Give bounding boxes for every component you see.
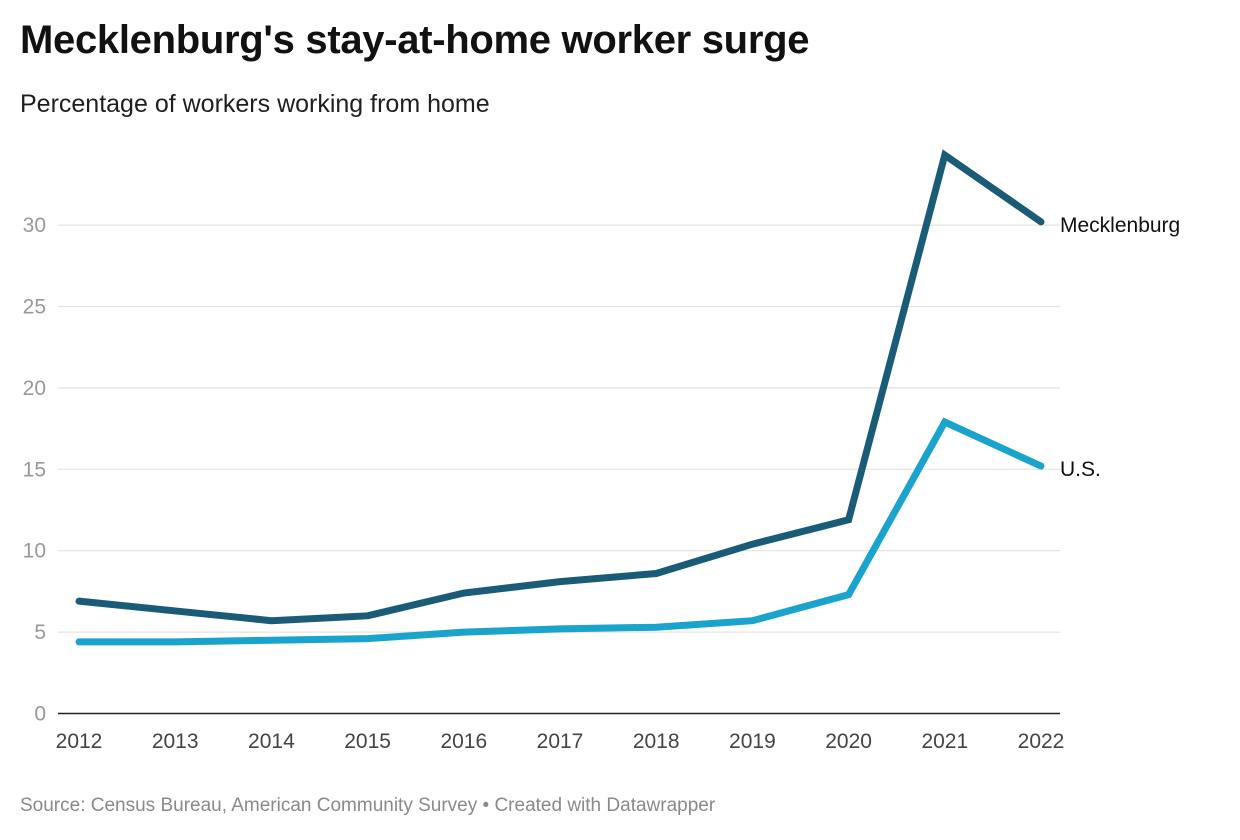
x-tick-label: 2016 — [440, 730, 487, 753]
series-labels: Mecklenburg U.S. — [1060, 214, 1180, 481]
x-tick-label: 2021 — [921, 730, 968, 753]
chart-title: Mecklenburg's stay-at-home worker surge — [20, 18, 810, 62]
y-tick-label: 15 — [23, 458, 46, 481]
x-tick-label: 2018 — [633, 730, 680, 753]
y-tick-label: 20 — [23, 377, 46, 400]
series-line-mecklenburg — [75, 149, 1045, 625]
series-line-us — [75, 417, 1045, 646]
series-label-us: U.S. — [1060, 458, 1101, 481]
x-tick-label: 2013 — [152, 730, 199, 753]
y-tick-label: 5 — [34, 621, 46, 644]
y-axis-ticks: 0 5 10 15 20 25 30 — [23, 214, 46, 725]
x-tick-label: 2014 — [248, 730, 295, 753]
x-tick-label: 2012 — [56, 730, 103, 753]
x-tick-label: 2015 — [344, 730, 391, 753]
chart-subtitle: Percentage of workers working from home — [20, 90, 490, 118]
x-tick-label: 2019 — [729, 730, 776, 753]
y-tick-label: 30 — [23, 214, 46, 237]
x-axis-ticks: 2012 2013 2014 2015 2016 2017 2018 2019 2020 2021… — [56, 730, 1065, 753]
x-tick-label: 2020 — [825, 730, 872, 753]
y-tick-label: 10 — [23, 540, 46, 563]
x-tick-label: 2022 — [1018, 730, 1065, 753]
series-lines — [75, 149, 1045, 646]
x-tick-label: 2017 — [537, 730, 584, 753]
source-footer: Source: Census Bureau, American Communit… — [20, 795, 716, 816]
y-tick-label: 0 — [34, 703, 46, 726]
y-tick-label: 25 — [23, 296, 46, 319]
series-label-mecklenburg: Mecklenburg — [1060, 214, 1180, 237]
